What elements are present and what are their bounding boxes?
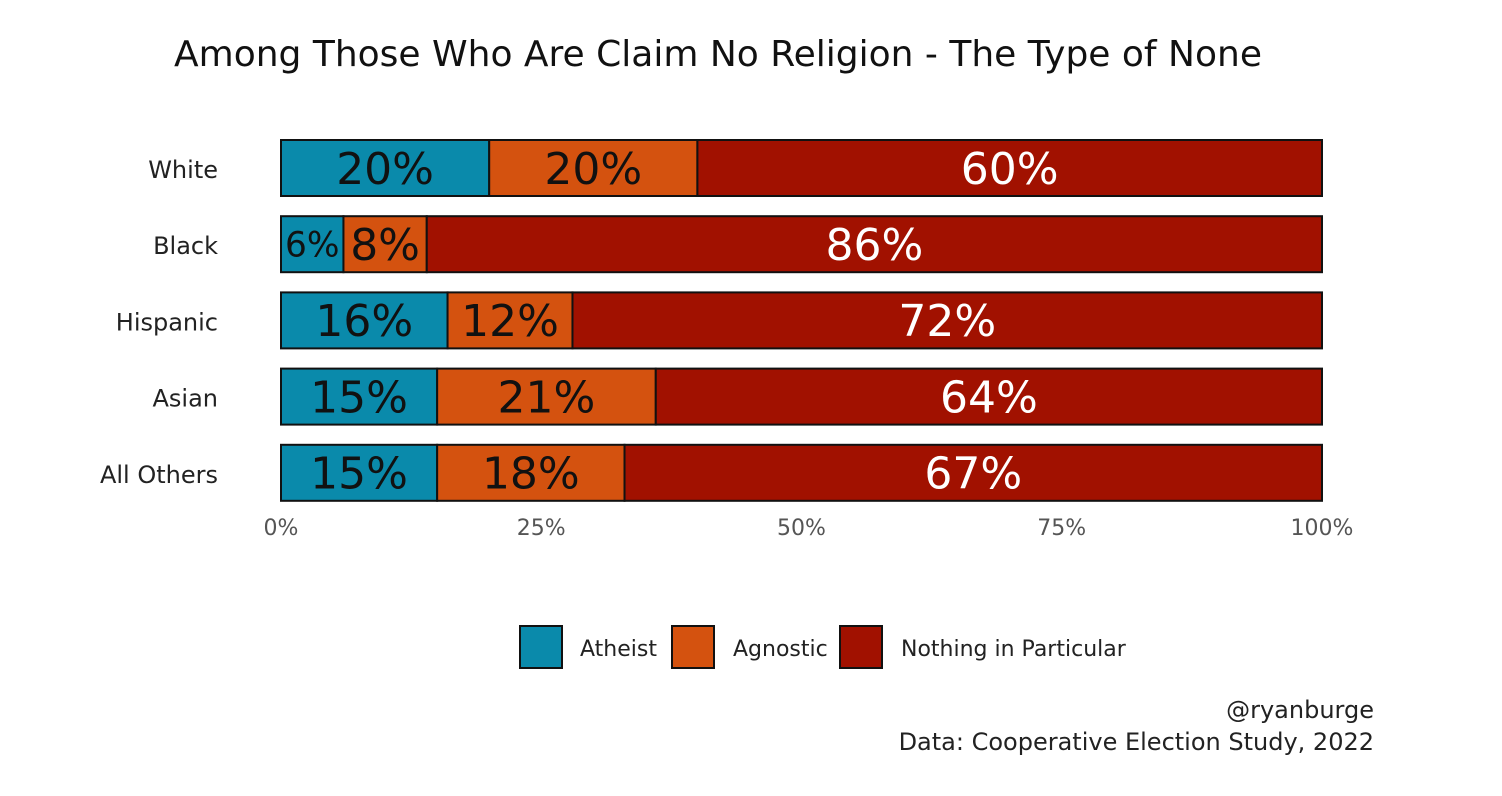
bar-white-agnostic xyxy=(488,139,699,197)
bar-asian-atheist xyxy=(280,367,439,426)
bar-white-nothing-in-particular xyxy=(696,139,1323,197)
data-label-hispanic-nothing-in-particular: 72% xyxy=(898,296,996,347)
bars-layer: 20% 20% 60% 6% 8% 86% 16% 12% 72% 15% 21% 64% 15% 18%… xyxy=(280,139,1323,502)
caption-line: Data: Cooperative Election Study, 2022 xyxy=(899,728,1374,756)
bar-hispanic-nothing-in-particular xyxy=(571,291,1323,350)
data-label-white-agnostic: 20% xyxy=(544,144,642,195)
data-label-all-others-nothing-in-particular: 67% xyxy=(924,449,1022,500)
legend: Atheist Agnostic Nothing in Particular xyxy=(519,625,1127,669)
data-label-all-others-atheist: 15% xyxy=(310,449,408,500)
data-label-hispanic-atheist: 16% xyxy=(315,296,413,347)
data-label-black-agnostic: 8% xyxy=(350,220,420,271)
category-label-black: Black xyxy=(153,232,218,260)
x-axis-ticks: 0% 25% 50% 75% 100% xyxy=(264,516,1354,541)
bar-all-others-atheist xyxy=(280,443,439,502)
bar-all-others-agnostic xyxy=(436,443,626,502)
bar-asian-nothing-in-particular xyxy=(654,367,1323,426)
legend-swatch-agnostic xyxy=(671,625,715,669)
bar-all-others-nothing-in-particular xyxy=(623,443,1323,502)
caption-line: @ryanburge xyxy=(1226,696,1374,724)
category-label-asian: Asian xyxy=(152,385,218,413)
chart-title: Among Those Who Are Claim No Religion - … xyxy=(174,34,1262,75)
bar-hispanic-atheist xyxy=(280,291,449,350)
category-label-hispanic: Hispanic xyxy=(116,308,218,336)
bar-black-agnostic xyxy=(342,215,428,274)
bar-hispanic-agnostic xyxy=(446,291,574,350)
x-tick-label: 75% xyxy=(1037,516,1086,541)
x-tick-label: 50% xyxy=(777,516,826,541)
data-label-all-others-agnostic: 18% xyxy=(482,449,580,500)
data-label-black-atheist: 6% xyxy=(285,226,339,266)
x-tick-label: 0% xyxy=(264,516,299,541)
data-label-black-nothing-in-particular: 86% xyxy=(825,220,923,271)
data-label-hispanic-agnostic: 12% xyxy=(461,296,559,347)
data-label-asian-atheist: 15% xyxy=(310,372,408,423)
category-label-white: White xyxy=(148,156,218,184)
data-label-white-nothing-in-particular: 60% xyxy=(961,144,1059,195)
legend-label-nothing-in-particular: Nothing in Particular xyxy=(901,637,1127,662)
x-tick-label: 25% xyxy=(517,516,566,541)
bar-white-atheist xyxy=(280,139,491,197)
data-label-asian-nothing-in-particular: 64% xyxy=(940,372,1038,423)
data-label-white-atheist: 20% xyxy=(336,144,434,195)
legend-swatch-nothing-in-particular xyxy=(839,625,883,669)
category-label-all-others: All Others xyxy=(100,461,218,489)
legend-label-agnostic: Agnostic xyxy=(733,637,828,662)
category-labels: White Black Hispanic Asian All Others xyxy=(100,156,218,489)
legend-label-atheist: Atheist xyxy=(580,637,657,662)
bar-black-nothing-in-particular xyxy=(425,215,1323,274)
x-tick-label: 100% xyxy=(1291,516,1354,541)
legend-swatch-atheist xyxy=(519,625,563,669)
caption: @ryanburge Data: Cooperative Election Stu… xyxy=(899,696,1374,756)
data-label-asian-agnostic: 21% xyxy=(498,372,596,423)
